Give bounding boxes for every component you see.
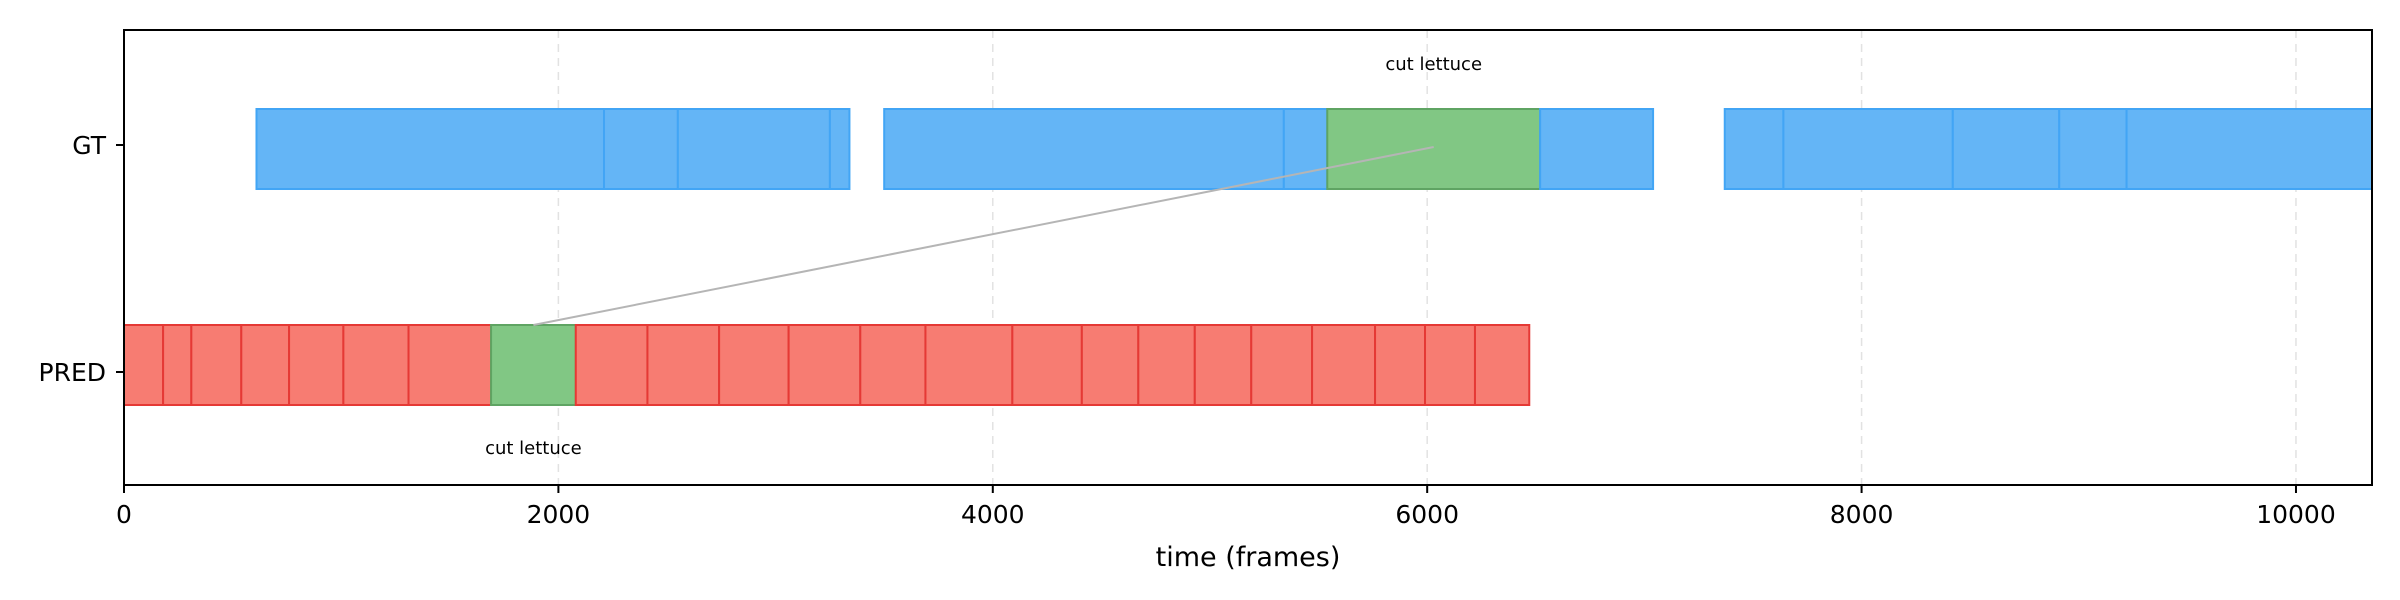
gt-segment	[1782, 108, 1954, 190]
pred-segment	[859, 324, 927, 406]
gt-segments	[255, 108, 2373, 190]
pred-segment	[240, 324, 291, 406]
pred-segment	[288, 324, 345, 406]
plot-background	[124, 30, 2372, 485]
x-tick-label: 10000	[2256, 500, 2336, 529]
pred-segment	[1250, 324, 1314, 406]
pred-segment	[1193, 324, 1253, 406]
pred-annotation-label: cut lettuce	[485, 438, 582, 459]
pred-segment	[190, 324, 243, 406]
gt-segment	[1539, 108, 1655, 190]
gt-highlight-segment	[1326, 108, 1542, 190]
x-tick-label: 6000	[1395, 500, 1459, 529]
pred-segment	[123, 324, 165, 406]
pred-segment	[162, 324, 193, 406]
x-tick-label: 4000	[961, 500, 1025, 529]
gt-segment	[828, 108, 851, 190]
pred-segment	[407, 324, 493, 406]
pred-segment	[1011, 324, 1083, 406]
pred-segment	[924, 324, 1014, 406]
x-tick-label: 8000	[1830, 500, 1894, 529]
y-tick-label-pred: PRED	[39, 358, 107, 387]
pred-highlight-segment	[490, 324, 577, 406]
pred-segment	[1080, 324, 1140, 406]
pred-segment	[718, 324, 790, 406]
pred-segment	[1473, 324, 1531, 406]
gt-segment	[1723, 108, 1785, 190]
pred-segment	[342, 324, 410, 406]
pred-segment	[1374, 324, 1427, 406]
match-connector-line	[533, 146, 1434, 326]
pred-segment	[1137, 324, 1196, 406]
pred-segment	[1424, 324, 1476, 406]
pred-segment	[1311, 324, 1377, 406]
x-tick-label: 0	[116, 500, 132, 529]
x-tick-label: 2000	[527, 500, 591, 529]
pred-segment	[574, 324, 649, 406]
gt-annotation-label: cut lettuce	[1385, 54, 1482, 75]
gt-segment	[603, 108, 679, 190]
plot-frame	[123, 29, 2373, 486]
x-axis-label: time (frames)	[1156, 542, 1341, 573]
pred-segment	[787, 324, 862, 406]
gt-segment	[1282, 108, 1329, 190]
gt-segment	[883, 108, 1285, 190]
gt-segment	[2058, 108, 2128, 190]
gt-segment	[2125, 108, 2373, 190]
grid-lines	[557, 30, 2297, 485]
y-tick-label-gt: GT	[72, 131, 106, 160]
pred-segments	[123, 324, 1531, 406]
x-axis-ticks: 0 2000 4000 6000 8000 10000	[116, 485, 2336, 529]
gt-segment	[1951, 108, 2061, 190]
gt-segment	[676, 108, 831, 190]
pred-segment	[646, 324, 721, 406]
gt-segment	[255, 108, 606, 190]
